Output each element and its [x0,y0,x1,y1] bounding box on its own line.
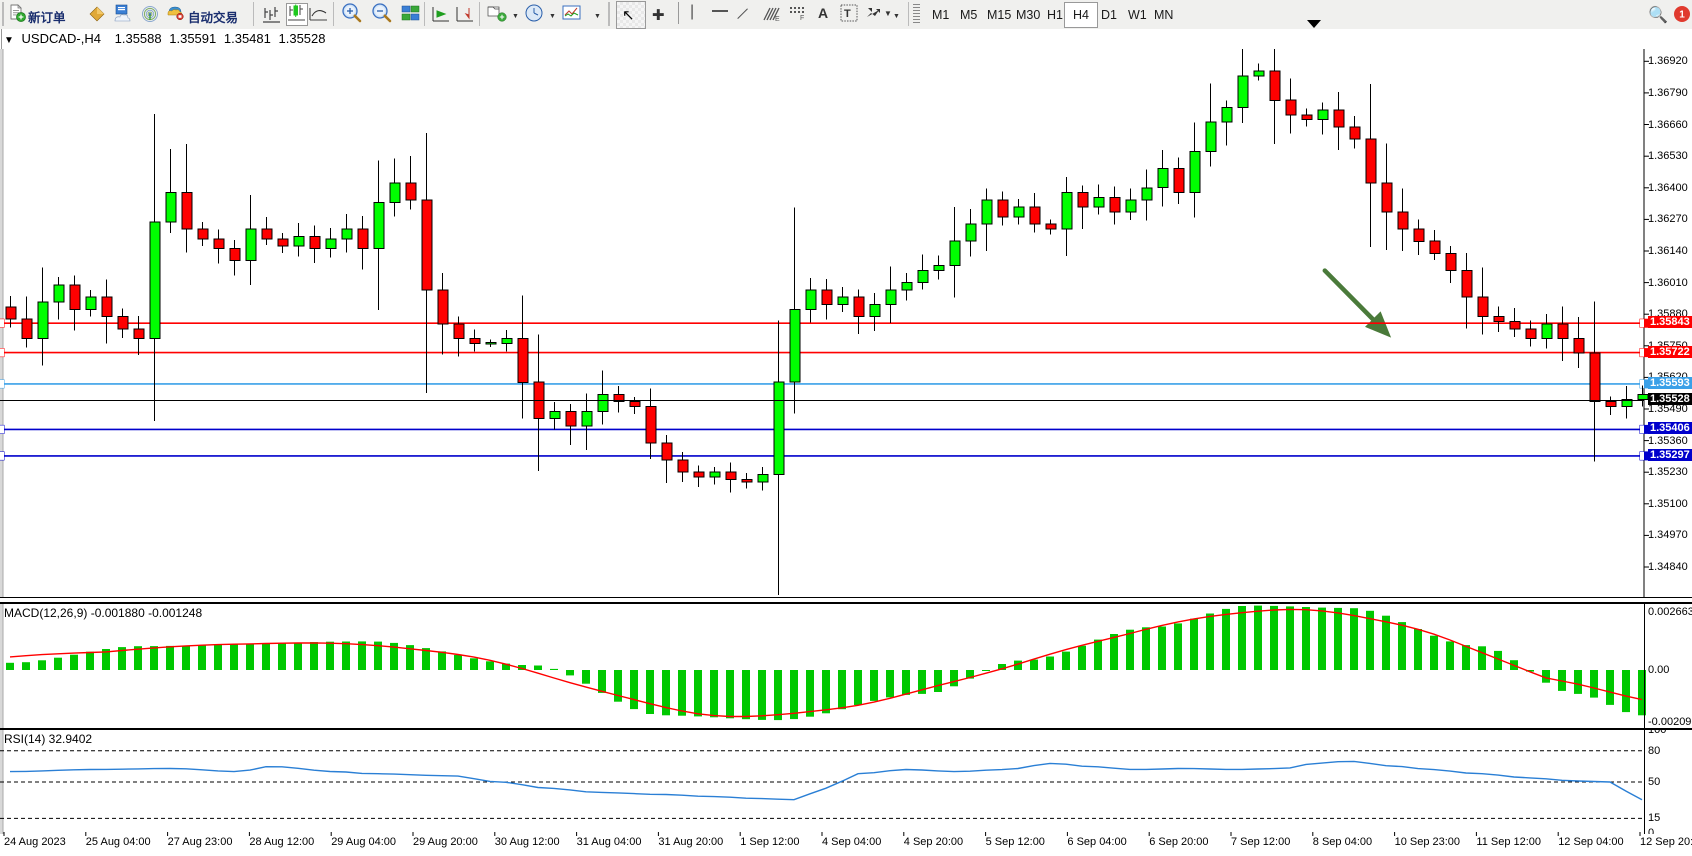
svg-text:E: E [775,16,780,22]
svg-text:1: 1 [1679,10,1685,21]
svg-text:F: F [800,15,804,21]
svg-text:T: T [844,8,851,20]
